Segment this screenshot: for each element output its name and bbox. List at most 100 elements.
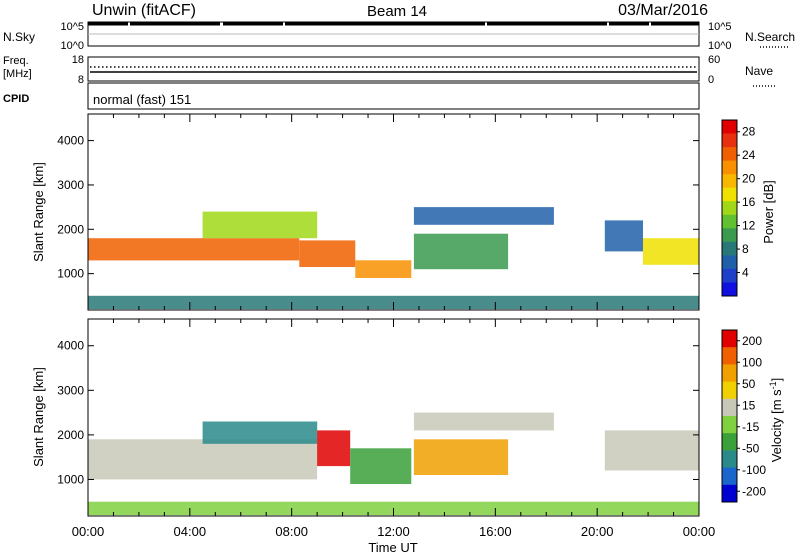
velocity-plot-frame bbox=[88, 319, 699, 516]
time-label-2: 08:00 bbox=[275, 524, 308, 539]
velocity-cells bbox=[88, 412, 699, 516]
scatter-region-3 bbox=[350, 448, 412, 484]
colorbar-tick-label-0: 200 bbox=[742, 334, 762, 348]
beam-title: Beam 14 bbox=[367, 3, 427, 20]
scatter-region-1 bbox=[299, 240, 356, 267]
velocity-colorbar-label-end: ] bbox=[769, 378, 784, 382]
colorbar-frame bbox=[721, 119, 738, 297]
colorbar-swatch-0 bbox=[722, 330, 737, 348]
colorbar-tick-label-4: 20 bbox=[742, 172, 756, 186]
colorbar-tick-label-2: 50 bbox=[742, 377, 756, 391]
velocity-axes: 1000 2000 3000 4000 bbox=[57, 319, 700, 516]
colorbar-tick-label-7: -200 bbox=[742, 484, 766, 498]
colorbar-swatch-1 bbox=[722, 347, 737, 365]
scatter-region-6 bbox=[604, 430, 699, 471]
time-label-0: 00:00 bbox=[72, 524, 105, 539]
colorbar-swatch-11 bbox=[722, 268, 737, 283]
colorbar-swatch-5 bbox=[722, 416, 737, 434]
sky-left-tick-bottom: 10^0 bbox=[60, 40, 84, 52]
scatter-region-4 bbox=[413, 233, 509, 270]
colorbar-tick-label-5: 24 bbox=[742, 148, 756, 162]
power-colorbar-label: Power [dB] bbox=[761, 180, 776, 244]
colorbar-swatch-6 bbox=[722, 433, 737, 451]
colorbar-tick-label-1: 8 bbox=[742, 242, 749, 256]
velocity-colorbar-label-exp: -1 bbox=[768, 381, 778, 389]
scatter-region-7 bbox=[643, 238, 699, 265]
colorbar-swatch-9 bbox=[722, 484, 737, 503]
power-cells bbox=[88, 207, 699, 310]
colorbar-tick-label-3: 16 bbox=[742, 195, 756, 209]
colorbar-swatch-3 bbox=[722, 381, 737, 400]
time-label-6: 00:00 bbox=[683, 524, 716, 539]
power-colorbar: 4 8 12 16 20 24 28 bbox=[721, 119, 756, 297]
cpid-value: normal (fast) 151 bbox=[93, 92, 191, 107]
colorbar-swatch-8 bbox=[722, 228, 737, 243]
colorbar-swatch-1 bbox=[722, 133, 737, 148]
colorbar-swatch-6 bbox=[722, 201, 737, 216]
freq-panel: Freq. [MHz] 18 8 60 0 Nave bbox=[3, 54, 775, 87]
freq-left-tick-bottom: 8 bbox=[78, 74, 84, 86]
sky-right-tick-top: 10^5 bbox=[708, 21, 732, 33]
colorbar-swatch-7 bbox=[722, 450, 737, 469]
velocity-ylabel: Slant Range [km] bbox=[31, 367, 46, 467]
y-tick-label-3: 4000 bbox=[57, 134, 84, 148]
scatter-region-0 bbox=[88, 238, 300, 261]
y-tick-label-2: 3000 bbox=[57, 178, 84, 192]
colorbar-tick-label-2: 12 bbox=[742, 219, 756, 233]
power-axes: 1000 2000 3000 4000 bbox=[57, 114, 700, 310]
colorbar-tick-label-6: -100 bbox=[742, 463, 766, 477]
sky-left-label: N.Sky bbox=[3, 30, 35, 44]
colorbar-swatch-9 bbox=[722, 241, 737, 256]
colorbar-swatch-2 bbox=[722, 364, 737, 383]
y-tick-label-0: 1000 bbox=[57, 267, 84, 281]
velocity-colorbar: 200 100 50 15 -15 -50 -100 -200 bbox=[721, 329, 766, 503]
sky-panel: N.Sky 10^5 10^0 10^5 10^0 N.Search bbox=[3, 21, 795, 52]
colorbar-tick-label-6: 28 bbox=[742, 125, 756, 139]
colorbar-tick-label-1: 100 bbox=[742, 355, 762, 369]
sky-right-label: N.Search bbox=[745, 30, 795, 44]
power-ylabel: Slant Range [km] bbox=[31, 162, 46, 262]
colorbar-swatch-4 bbox=[722, 398, 737, 417]
sky-left-tick-top: 10^5 bbox=[60, 21, 84, 33]
time-axis-title: Time UT bbox=[368, 540, 417, 554]
colorbar-swatch-5 bbox=[722, 187, 737, 202]
colorbar-tick-label-3: 15 bbox=[742, 398, 756, 412]
colorbar-tick-label-0: 4 bbox=[742, 266, 749, 280]
scatter-region-2 bbox=[317, 430, 351, 467]
scatter-region-4 bbox=[413, 439, 509, 475]
colorbar-tick-label-5: -50 bbox=[742, 441, 760, 455]
colorbar-swatch-8 bbox=[722, 467, 737, 486]
cpid-label: CPID bbox=[3, 93, 29, 105]
y-tick-label-3: 4000 bbox=[57, 339, 84, 353]
sky-right-tick-bottom: 10^0 bbox=[708, 40, 732, 52]
velocity-colorbar-label: Velocity [m s-1] bbox=[768, 378, 784, 463]
cpid-panel: CPID normal (fast) 151 bbox=[3, 82, 700, 110]
y-tick-label-1: 2000 bbox=[57, 222, 84, 236]
colorbar-tick-label-4: -15 bbox=[742, 420, 760, 434]
freq-label-line2: [MHz] bbox=[3, 68, 32, 80]
time-label-3: 12:00 bbox=[377, 524, 410, 539]
colorbar-swatch-10 bbox=[722, 255, 737, 270]
freq-right-tick-bottom: 0 bbox=[708, 74, 714, 86]
scatter-region-0 bbox=[88, 439, 318, 480]
colorbar-swatch-2 bbox=[722, 147, 737, 162]
freq-right-tick-top: 60 bbox=[708, 54, 720, 66]
scatter-region-1 bbox=[202, 421, 318, 444]
colorbar-swatch-3 bbox=[722, 160, 737, 175]
power-plot-frame bbox=[88, 114, 699, 310]
y-tick-label-2: 3000 bbox=[57, 383, 84, 397]
y-tick-label-1: 2000 bbox=[57, 428, 84, 442]
velocity-panel: 1000 2000 3000 4000 Slant Range [km] 200 100… bbox=[31, 318, 784, 517]
colorbar-swatch-0 bbox=[722, 120, 737, 134]
freq-left-tick-top: 18 bbox=[72, 54, 84, 66]
colorbar-swatch-4 bbox=[722, 174, 737, 189]
time-label-4: 16:00 bbox=[479, 524, 512, 539]
scatter-region-3 bbox=[202, 211, 318, 239]
time-label-1: 04:00 bbox=[174, 524, 207, 539]
time-axis-labels: 00:00 04:00 08:00 12:00 16:00 20:00 00:00 bbox=[72, 524, 716, 539]
freq-label-line1: Freq. bbox=[3, 55, 29, 67]
colorbar-swatch-12 bbox=[722, 282, 737, 297]
scatter-region-6 bbox=[604, 220, 643, 252]
scatter-region-2 bbox=[355, 260, 412, 278]
